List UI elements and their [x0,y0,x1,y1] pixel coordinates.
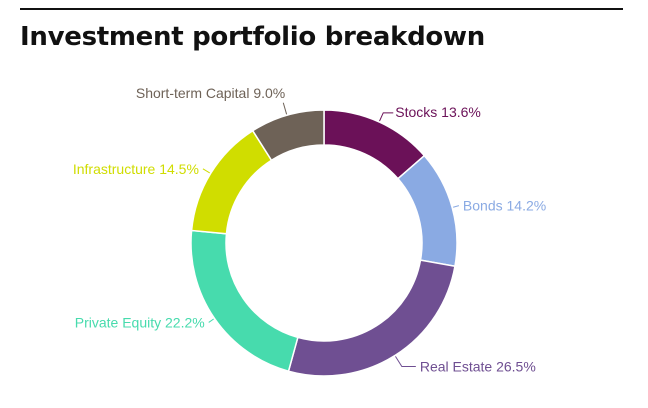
slice-private-equity[interactable] [190,229,299,373]
connectors-group [202,102,460,368]
connector-real-estate [395,356,416,368]
slice-bonds[interactable] [396,154,458,268]
top-rule [20,8,623,10]
label-infrastructure: Infrastructure 14.5% [73,161,199,177]
label-real-estate: Real Estate 26.5% [420,359,536,375]
connector-infrastructure [202,168,211,174]
slices-group [190,109,458,377]
labels-group: Stocks 13.6% Bonds 14.2% Real Estate 26.5%… [73,85,546,375]
connector-bonds [453,205,460,208]
label-stocks: Stocks 13.6% [395,104,481,120]
label-short-term-capital: Short-term Capital 9.0% [136,85,285,101]
chart-title: Investment portfolio breakdown [20,22,485,52]
label-bonds: Bonds 14.2% [463,198,546,214]
connector-stocks [379,112,394,122]
label-private-equity: Private Equity 22.2% [75,314,205,330]
connector-private-equity [208,318,214,323]
slice-infrastructure[interactable] [190,129,273,235]
connector-short-term-capital [282,102,288,115]
slice-short-term-capital[interactable] [251,109,325,162]
